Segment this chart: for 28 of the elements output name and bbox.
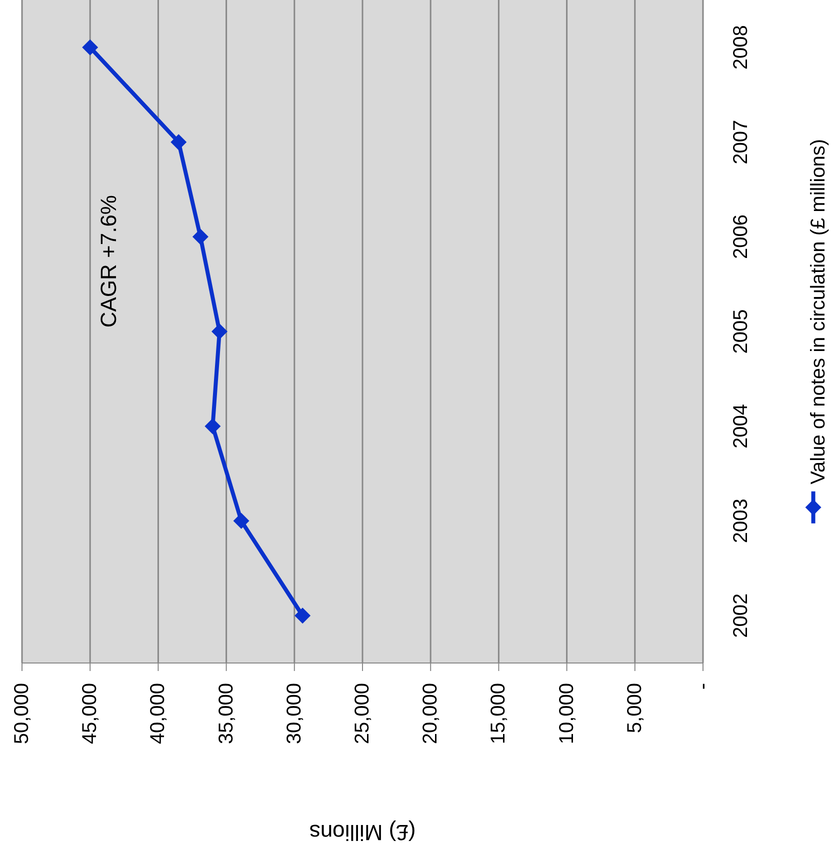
x-tick-label: 5,000: [624, 683, 646, 734]
y-tick-label: 2008: [730, 25, 752, 70]
point: [294, 608, 311, 624]
x-tick-label: 20,000: [420, 683, 442, 744]
annotation: CAGR +7.6%: [96, 195, 122, 328]
point: [82, 39, 98, 56]
y-tick-label: 2006: [730, 214, 752, 260]
point: [192, 228, 208, 245]
point: [233, 512, 250, 529]
x-tick-label: 15,000: [488, 683, 510, 744]
y-tick-label: 2005: [730, 309, 752, 354]
x-tick-label: 25,000: [352, 683, 374, 744]
x-axis-title: (£) Millions: [309, 820, 416, 845]
text: Value of notes in circulation (£ millions): [807, 138, 830, 484]
y-tick-label: 2002: [730, 593, 752, 638]
y-tick-label: 2004: [730, 404, 752, 448]
x-tick-label: 40,000: [147, 683, 170, 744]
x-tick-label: 30,000: [283, 683, 306, 744]
point: [211, 324, 228, 340]
point: [204, 418, 221, 434]
y-tick-label: 2007: [730, 120, 752, 164]
x-tick-label: 45,000: [79, 683, 102, 744]
x-tick-label: 50,000: [11, 683, 33, 744]
point: [170, 134, 187, 150]
y-tick-label: 2003: [730, 498, 752, 544]
x-tick-label: -: [692, 683, 714, 690]
x-tick-label: 35,000: [215, 683, 238, 744]
x-tick-label: 10,000: [556, 683, 578, 744]
